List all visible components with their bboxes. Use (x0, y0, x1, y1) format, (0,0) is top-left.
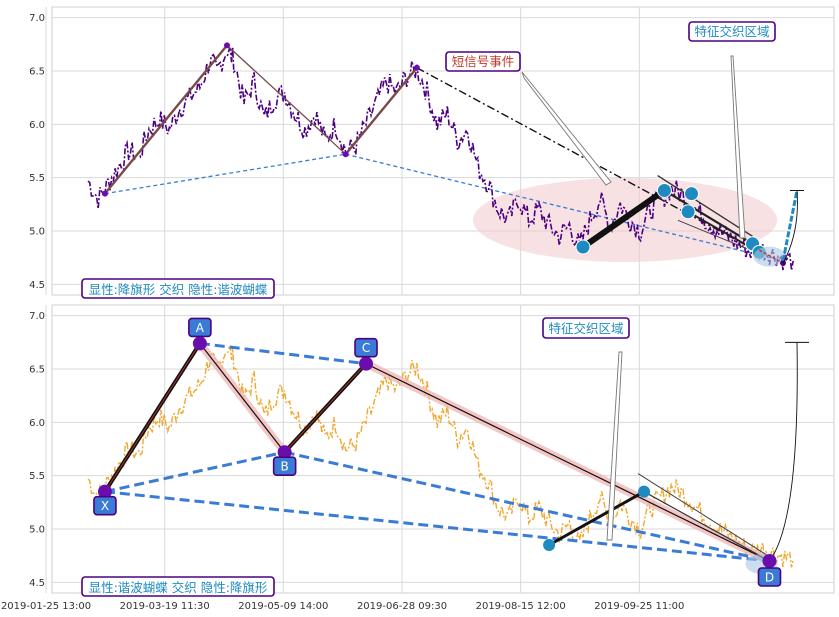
xtick-label: 2019-05-09 14:00 (238, 601, 328, 612)
projection-line (781, 190, 799, 262)
projection-arc (769, 342, 798, 562)
red-inner-leg (284, 363, 367, 453)
pattern-label: X (101, 499, 109, 513)
pattern-point (97, 484, 112, 499)
top-caption: 显性:降旗形 交织 隐性:谐波蝴蝶 (89, 282, 268, 297)
pattern-label: C (362, 341, 370, 355)
red-inner-leg (104, 343, 201, 492)
event-marker (656, 182, 672, 198)
event-marker (575, 239, 591, 255)
red-dash (758, 249, 784, 264)
zigzag-point (413, 64, 420, 71)
top-caption-box (81, 278, 275, 299)
pattern-label-box (188, 317, 212, 338)
cd-leg (365, 363, 770, 562)
flag-leg (663, 189, 754, 245)
bottom-ytick-label: 4.5 (29, 578, 45, 589)
pattern-label-box (757, 567, 782, 587)
feature-arrow (606, 351, 623, 541)
zigzag-segment (104, 44, 228, 195)
feature-zone-label: 特征交织区域 (694, 24, 769, 39)
xd-line (104, 490, 770, 563)
event-marker (684, 186, 700, 202)
xtick-label: 2019-06-28 09:30 (357, 601, 447, 612)
flag-channel (657, 174, 753, 237)
pattern-label: A (196, 321, 205, 335)
xtick-label: 2019-08-15 12:00 (476, 601, 566, 612)
top-ytick-label: 6.0 (29, 120, 45, 131)
price-series (87, 346, 794, 568)
pattern-point (277, 445, 292, 460)
pattern-label: D (765, 571, 774, 585)
ab-leg (199, 343, 286, 453)
zigzag-point (224, 42, 231, 49)
flag-leg (643, 491, 770, 562)
extra-point (543, 539, 556, 551)
short-signal-label: 短信号事件 (452, 54, 515, 69)
pattern-point (762, 554, 777, 568)
bottom-ytick-label: 5.0 (29, 525, 45, 536)
pattern-label-box (272, 456, 297, 477)
price-series (87, 47, 794, 271)
flag-leg (548, 490, 645, 547)
feature-zone-label-box (688, 21, 776, 42)
extra-point (638, 485, 651, 498)
zigzag-point (101, 190, 108, 197)
feature-zone-label: 特征交织区域 (548, 321, 623, 336)
pattern-label-box (354, 337, 378, 358)
bottom-ytick-label: 6.0 (29, 418, 45, 429)
short-signal-label-box (445, 51, 521, 72)
xtick-label: 2019-09-25 11:00 (594, 601, 684, 612)
flag-channel (637, 473, 770, 558)
top-ytick-label: 7.0 (29, 13, 45, 24)
pattern-label-box (93, 495, 117, 516)
bottom-ytick-label: 6.5 (29, 365, 45, 376)
xtick-label: 2019-01-25 13:00 (1, 601, 91, 612)
zigzag-segment (226, 44, 347, 155)
top-ytick-label: 6.5 (29, 67, 45, 78)
bd-line (284, 450, 770, 563)
bottom-ytick-label: 7.0 (29, 311, 45, 322)
bottom-caption: 显性:谐波蝴蝶 交织 隐性:降旗形 (89, 580, 268, 595)
pattern-label: B (281, 460, 289, 474)
zigzag-point (342, 151, 349, 158)
top-ytick-label: 5.5 (29, 173, 45, 184)
xtick-label: 2019-03-19 11:30 (120, 601, 210, 612)
ac-line (199, 341, 367, 366)
bottom-caption-box (81, 576, 275, 597)
flag-pole (581, 188, 667, 250)
pattern-point (359, 356, 374, 371)
top-ytick-label: 4.5 (29, 280, 45, 291)
feature-arrow (730, 55, 746, 239)
bottom-ytick-label: 5.5 (29, 471, 45, 482)
support-line (104, 153, 346, 195)
support-line (345, 153, 784, 262)
projection-arc (782, 190, 798, 264)
zigzag-segment (344, 67, 418, 155)
short-signal-arrow (521, 71, 612, 186)
xb-line (104, 450, 285, 494)
event-marker (680, 204, 696, 220)
top-ytick-label: 5.0 (29, 227, 45, 238)
pattern-point (192, 336, 207, 351)
feature-zone-label-box (542, 317, 630, 339)
